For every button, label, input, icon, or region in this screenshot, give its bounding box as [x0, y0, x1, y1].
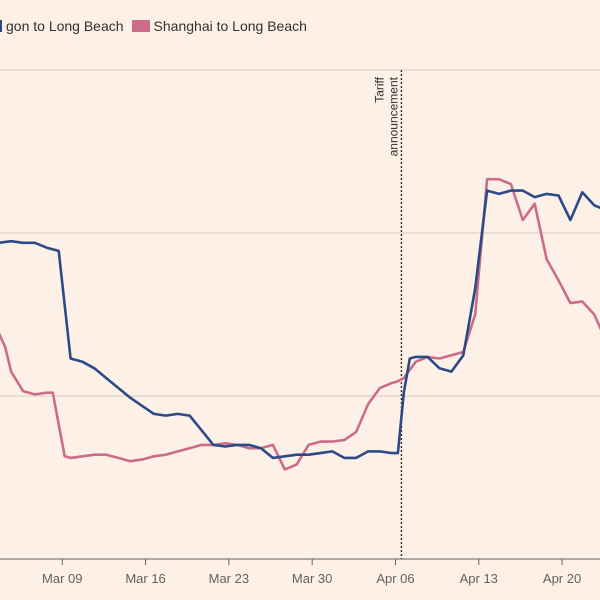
- legend-swatch-saigon: [0, 20, 2, 32]
- x-tick-label: Mar 16: [125, 571, 165, 586]
- series-line-saigon: [0, 189, 600, 460]
- x-tick-label: Mar 23: [209, 571, 249, 586]
- x-tick-label: Apr 13: [460, 571, 498, 586]
- legend-label-saigon: gon to Long Beach: [6, 18, 124, 34]
- x-tick-label: Mar 09: [42, 571, 82, 586]
- x-tick-label: Apr 06: [376, 571, 414, 586]
- series-line-shanghai: [0, 177, 600, 471]
- x-tick-label: Apr 20: [543, 571, 581, 586]
- chart-legend: gon to Long Beach Shanghai to Long Beach: [0, 16, 315, 36]
- legend-swatch-shanghai: [131, 20, 150, 32]
- annotation-line-text: announcement: [386, 76, 400, 156]
- annotation-text: Tariff announcement: [372, 76, 400, 156]
- legend-label-shanghai: Shanghai to Long Beach: [153, 18, 307, 34]
- legend-item-saigon: gon to Long Beach: [0, 18, 124, 34]
- legend-item-shanghai: Shanghai to Long Beach: [131, 18, 307, 34]
- annotation-line-text: Tariff: [372, 76, 386, 102]
- x-tick-label: Mar 30: [292, 571, 332, 586]
